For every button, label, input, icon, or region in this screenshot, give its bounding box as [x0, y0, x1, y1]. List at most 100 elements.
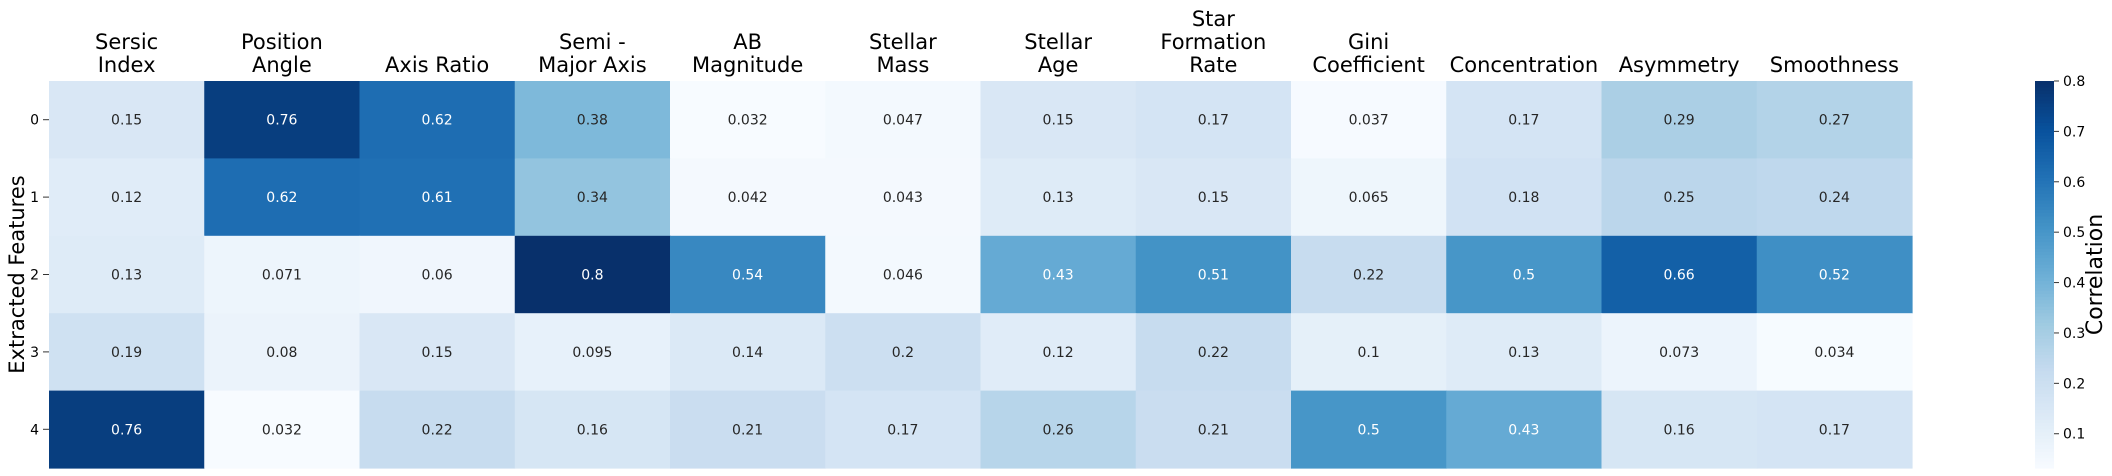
colorbar-segment	[2035, 332, 2054, 337]
colorbar-tick-label: 0.6	[2063, 175, 2085, 191]
heatmap-cell	[1601, 390, 1758, 469]
colorbar-segment	[2035, 303, 2054, 308]
heatmap-cell	[670, 158, 826, 237]
y-axis-label: Extracted Features	[5, 175, 29, 373]
heatmap-cell	[359, 390, 516, 469]
colorbar-segment	[2035, 213, 2054, 218]
colorbar-segment	[2035, 413, 2054, 417]
heatmap-cell	[1291, 81, 1447, 159]
colorbar-segment	[2035, 255, 2054, 259]
column-label: Stellar Age	[1024, 30, 1092, 77]
heatmap-cell	[1601, 313, 1758, 392]
cell-value-label: 0.065	[1349, 190, 1389, 206]
colorbar-tick-label: 0.7	[2063, 124, 2085, 140]
heatmap-cell	[1446, 158, 1603, 237]
heatmap-cell	[670, 81, 826, 159]
heatmap-cell	[1601, 235, 1758, 314]
heatmap-cells: 0.15 0.76 0.62 0.38 0.032 0.047 0.15 0.17 0.037 0…	[49, 81, 1913, 469]
heatmap-cell	[1135, 390, 1292, 469]
colorbar-segment	[2035, 129, 2054, 134]
cell-value-label: 0.047	[883, 113, 923, 129]
row-label: 1	[30, 190, 39, 206]
cell-value-label: 0.043	[883, 190, 923, 206]
colorbar-segment	[2035, 438, 2054, 443]
colorbar-segment	[2035, 387, 2054, 392]
cell-value-label: 0.046	[883, 268, 923, 284]
colorbar-segment	[2035, 400, 2054, 405]
colorbar-segment	[2035, 135, 2054, 140]
colorbar-segment	[2035, 219, 2054, 224]
row-label: 2	[30, 268, 39, 284]
heatmap-cell	[49, 158, 205, 237]
column-label: Sersic Index	[95, 30, 158, 77]
colorbar-tick-label: 0.2	[2063, 376, 2085, 392]
colorbar-segment	[2035, 261, 2054, 266]
colorbar-segment	[2035, 358, 2054, 363]
colorbar: 0.1 0.2 0.3 0.4 0.5 0.6 0.7 0.8	[2035, 74, 2085, 469]
cell-value-label: 0.073	[1659, 345, 1699, 361]
row-label: 0	[30, 113, 39, 129]
colorbar-segment	[2035, 277, 2054, 282]
colorbar-segment	[2035, 445, 2054, 450]
colorbar-segment	[2035, 329, 2054, 334]
colorbar-segment	[2035, 142, 2054, 147]
colorbar-segment	[2035, 193, 2054, 198]
colorbar-segment	[2035, 184, 2054, 189]
cell-value-label: 0.43	[1508, 422, 1539, 438]
colorbar-segment	[2035, 429, 2054, 434]
heatmap-cell	[1756, 158, 1913, 237]
column-label: Semi -Major Axis	[538, 30, 647, 77]
colorbar-segment	[2035, 122, 2054, 127]
colorbar-tick-label: 0.1	[2063, 427, 2085, 443]
heatmap-cell	[670, 235, 826, 314]
cell-value-label: 0.17	[1508, 113, 1539, 129]
cell-value-label: 0.29	[1664, 113, 1695, 129]
colorbar-segment	[2035, 403, 2054, 408]
heatmap-cell	[49, 235, 205, 314]
heatmap-cell	[980, 235, 1137, 314]
heatmap-cell	[1135, 313, 1292, 392]
colorbar-segment	[2035, 280, 2054, 285]
heatmap-cell	[825, 235, 982, 314]
colorbar-segment	[2035, 87, 2054, 92]
colorbar-segment	[2035, 93, 2054, 98]
heatmap-cell	[1135, 235, 1292, 314]
heatmap-cell	[1756, 81, 1913, 159]
colorbar-segment	[2035, 100, 2054, 105]
cell-value-label: 0.26	[1043, 422, 1074, 438]
colorbar-segment	[2035, 239, 2054, 243]
colorbar-segment	[2035, 200, 2054, 205]
cell-value-label: 0.037	[1349, 113, 1389, 129]
cell-value-label: 0.2	[892, 345, 914, 361]
heatmap-cell	[1446, 235, 1603, 314]
colorbar-segment	[2035, 97, 2054, 101]
cell-value-label: 0.22	[1198, 345, 1229, 361]
heatmap-cell	[1135, 81, 1292, 159]
heatmap-cell	[1601, 158, 1758, 237]
heatmap-cell	[1291, 390, 1447, 469]
cell-value-label: 0.62	[266, 190, 297, 206]
cell-value-label: 0.1	[1357, 345, 1379, 361]
cell-value-label: 0.24	[1819, 190, 1850, 206]
heatmap-cell	[204, 390, 361, 469]
colorbar-segment	[2035, 110, 2054, 114]
cell-value-label: 0.095	[572, 345, 612, 361]
cell-value-label: 0.16	[577, 422, 608, 438]
cell-value-label: 0.032	[262, 422, 302, 438]
colorbar-segment	[2035, 106, 2054, 111]
row-label: 3	[30, 345, 39, 361]
colorbar-segment	[2035, 319, 2054, 324]
cell-value-label: 0.25	[1664, 190, 1695, 206]
colorbar-segment	[2035, 216, 2054, 221]
heatmap-cell	[1756, 313, 1913, 392]
colorbar-segment	[2035, 361, 2054, 366]
heatmap-cell	[1446, 313, 1603, 392]
cell-value-label: 0.19	[111, 345, 142, 361]
heatmap-cell	[980, 81, 1137, 159]
colorbar-segment	[2035, 242, 2054, 247]
heatmap-cell	[825, 158, 982, 237]
heatmap-cell	[514, 390, 671, 469]
colorbar-segment	[2035, 177, 2054, 182]
cell-value-label: 0.51	[1198, 268, 1229, 284]
colorbar-segment	[2035, 248, 2054, 253]
